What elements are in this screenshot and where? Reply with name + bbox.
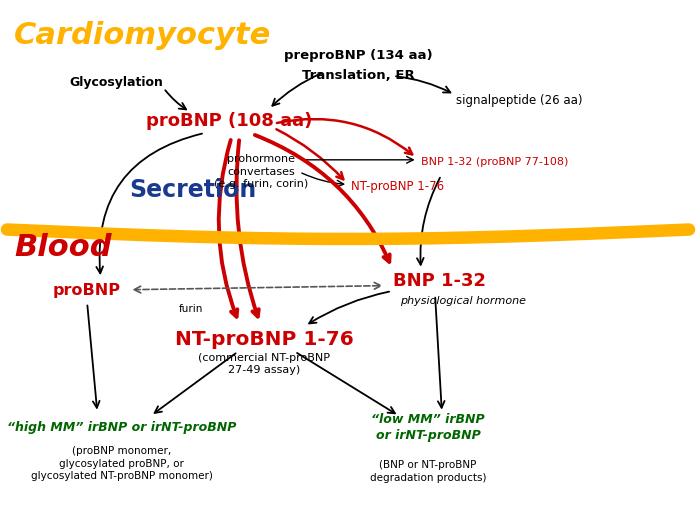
- Text: “high MM” irBNP or irNT-proBNP: “high MM” irBNP or irNT-proBNP: [7, 421, 237, 433]
- Text: (BNP or NT-proBNP
degradation products): (BNP or NT-proBNP degradation products): [370, 461, 487, 483]
- Text: proBNP (108 aa): proBNP (108 aa): [146, 112, 313, 129]
- Text: Translation, ER: Translation, ER: [302, 70, 415, 82]
- Text: BNP 1-32: BNP 1-32: [393, 272, 487, 290]
- Text: Glycosylation: Glycosylation: [70, 76, 164, 89]
- Text: proBNP: proBNP: [53, 283, 121, 298]
- Text: “low MM” irBNP
or irNT-proBNP: “low MM” irBNP or irNT-proBNP: [371, 412, 485, 442]
- Text: preproBNP (134 aa): preproBNP (134 aa): [284, 49, 433, 61]
- Text: furin: furin: [179, 304, 204, 314]
- Text: Blood: Blood: [14, 233, 111, 262]
- Text: prohormone
convertases
(e.g. furin, corin): prohormone convertases (e.g. furin, cori…: [214, 155, 308, 189]
- Text: BNP 1-32 (proBNP 77-108): BNP 1-32 (proBNP 77-108): [421, 157, 569, 168]
- Text: (commercial NT-proBNP
27-49 assay): (commercial NT-proBNP 27-49 assay): [198, 353, 331, 375]
- Text: signalpeptide (26 aa): signalpeptide (26 aa): [456, 94, 583, 107]
- Text: Cardiomyocyte: Cardiomyocyte: [14, 21, 271, 50]
- Text: (proBNP monomer,
glycosylated proBNP, or
glycosylated NT-proBNP monomer): (proBNP monomer, glycosylated proBNP, or…: [31, 446, 213, 481]
- Text: NT-proBNP 1-76: NT-proBNP 1-76: [351, 180, 445, 192]
- Text: Secretion: Secretion: [129, 178, 256, 202]
- Text: NT-proBNP 1-76: NT-proBNP 1-76: [175, 330, 354, 349]
- Text: physiological hormone: physiological hormone: [400, 296, 526, 307]
